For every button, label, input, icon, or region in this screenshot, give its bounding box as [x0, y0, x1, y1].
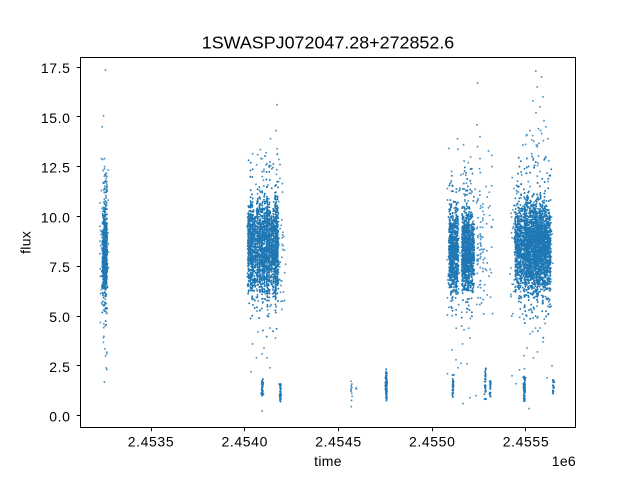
svg-text:0.0: 0.0 — [49, 409, 70, 425]
svg-text:2.4540: 2.4540 — [222, 434, 268, 450]
svg-text:2.4535: 2.4535 — [128, 434, 174, 450]
svg-text:12.5: 12.5 — [41, 160, 71, 176]
svg-text:7.5: 7.5 — [49, 259, 70, 275]
svg-text:17.5: 17.5 — [41, 60, 71, 76]
svg-text:1SWASPJ072047.28+272852.6: 1SWASPJ072047.28+272852.6 — [202, 33, 455, 53]
svg-text:2.4545: 2.4545 — [315, 434, 361, 450]
svg-text:15.0: 15.0 — [41, 110, 71, 126]
svg-text:flux: flux — [18, 231, 34, 254]
svg-text:2.5: 2.5 — [49, 359, 70, 375]
svg-text:2.4550: 2.4550 — [409, 434, 455, 450]
svg-text:2.4555: 2.4555 — [503, 434, 549, 450]
svg-text:5.0: 5.0 — [49, 309, 70, 325]
svg-text:time: time — [314, 453, 342, 469]
svg-text:1e6: 1e6 — [552, 453, 576, 469]
svg-text:10.0: 10.0 — [41, 209, 71, 225]
